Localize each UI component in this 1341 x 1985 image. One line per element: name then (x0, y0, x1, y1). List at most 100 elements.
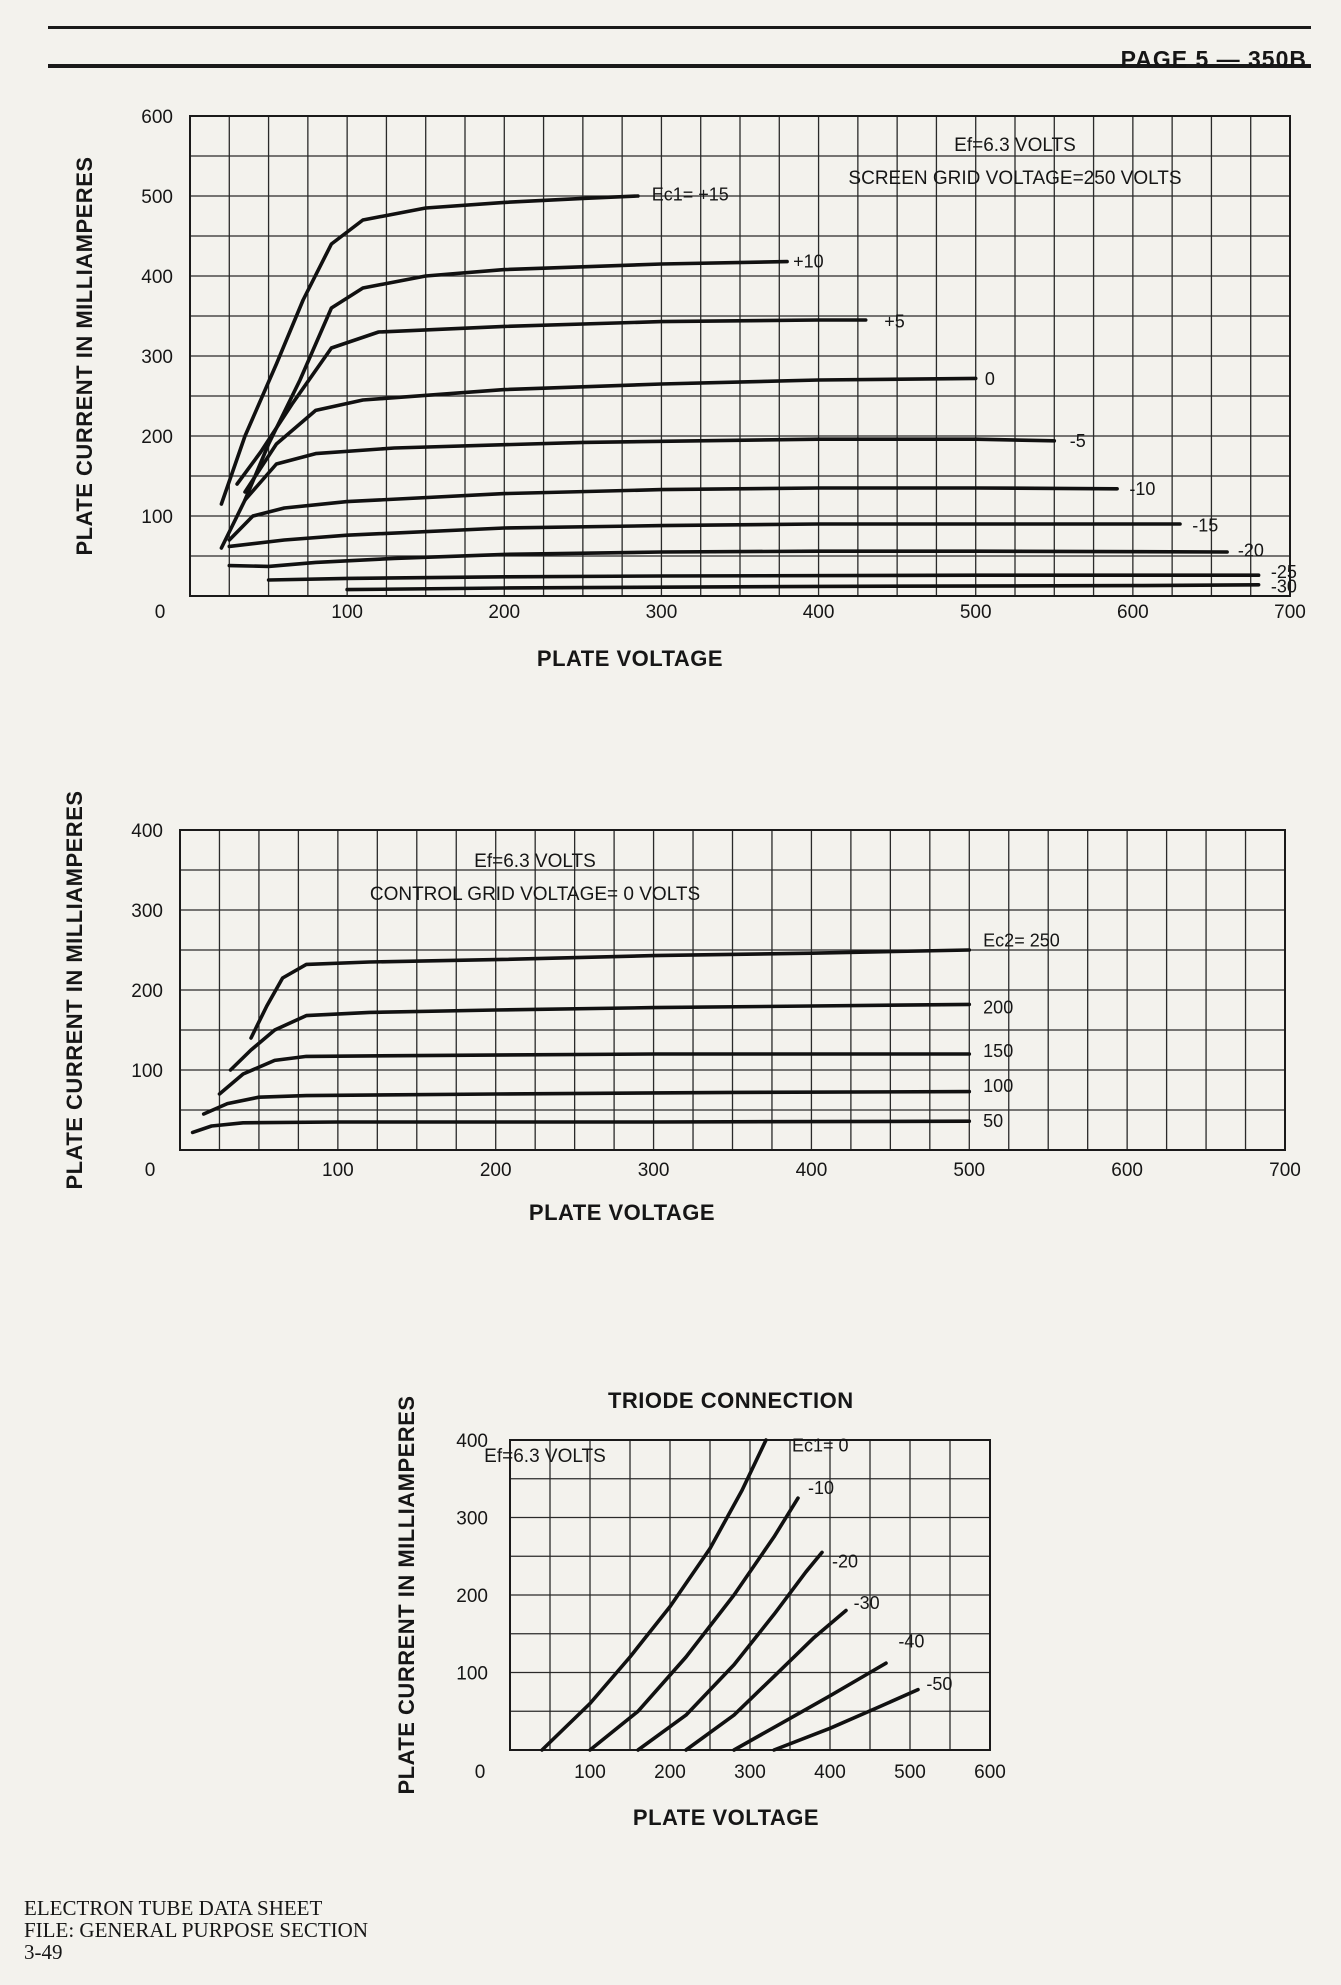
plot-frame (509, 1439, 991, 1751)
series-curve (732, 1661, 888, 1752)
chart-title: TRIODE CONNECTION (608, 1388, 854, 1413)
condition-note: Ef=6.3 VOLTS (474, 851, 596, 872)
series-label: -30 (854, 1593, 880, 1613)
y-tick-label: 600 (141, 107, 173, 128)
condition-note: Ef=6.3 VOLTS (954, 135, 1076, 156)
x-tick-label: 500 (960, 602, 992, 623)
series-curve (249, 948, 972, 1040)
series-curve (235, 318, 868, 486)
grid (179, 829, 1286, 1151)
series-label: Ec2= 250 (983, 930, 1060, 950)
series-curve (588, 1496, 800, 1752)
series-curve (345, 583, 1261, 592)
condition-note: SCREEN GRID VOLTAGE=250 VOLTS (848, 168, 1181, 189)
grid (509, 1439, 991, 1751)
series-curve (243, 437, 1057, 502)
x-tick-label: 700 (1274, 602, 1306, 623)
x-tick-label: 0 (475, 1762, 486, 1783)
series-label: -30 (1271, 576, 1297, 596)
x-tick-label: 100 (574, 1762, 606, 1783)
series-label: -20 (1238, 540, 1264, 560)
series-curve (227, 522, 1182, 549)
y-axis-label: PLATE CURRENT IN MILLIAMPERES (72, 156, 97, 555)
series-curve (190, 1119, 972, 1135)
x-axis-label: PLATE VOLTAGE (633, 1805, 819, 1830)
x-tick-label: 400 (803, 602, 835, 623)
series-label: -10 (1129, 479, 1155, 499)
x-tick-label: 200 (654, 1762, 686, 1783)
y-tick-label: 400 (131, 821, 163, 842)
x-tick-label: 300 (734, 1762, 766, 1783)
page-number: PAGE 5 — 350B (1120, 46, 1307, 72)
series-curve (227, 486, 1119, 542)
series-curve (228, 1002, 972, 1072)
series-curve (217, 1052, 972, 1096)
series-label: -40 (898, 1632, 924, 1652)
plot-frame (189, 115, 1291, 597)
series-label: +5 (884, 312, 905, 332)
series-label: -5 (1070, 431, 1086, 451)
x-tick-label: 300 (646, 602, 678, 623)
x-tick-label: 100 (322, 1160, 354, 1181)
x-tick-label: 200 (480, 1160, 512, 1181)
footer-title: ELECTRON TUBE DATA SHEET (24, 1896, 323, 1920)
series-curve (201, 1089, 972, 1116)
x-tick-label: 400 (814, 1762, 846, 1783)
series-label: -10 (808, 1478, 834, 1498)
condition-note: CONTROL GRID VOLTAGE= 0 VOLTS (370, 884, 700, 905)
series-curve (227, 549, 1229, 569)
series-label: 150 (983, 1041, 1013, 1061)
top-rule (48, 26, 1311, 29)
x-axis-label: PLATE VOLTAGE (537, 646, 723, 671)
series-label: -25 (1271, 562, 1297, 582)
y-tick-label: 400 (456, 1431, 488, 1452)
y-tick-label: 300 (141, 347, 173, 368)
footer: ELECTRON TUBE DATA SHEET FILE: GENERAL P… (24, 1897, 368, 1963)
series-curve (772, 1687, 920, 1752)
y-axis-label: PLATE CURRENT IN MILLIAMPERES (394, 1395, 419, 1794)
y-tick-label: 100 (141, 507, 173, 528)
series-label: Ec1= +15 (652, 184, 729, 204)
series-label: 200 (983, 998, 1013, 1018)
series-label: 50 (983, 1111, 1003, 1131)
x-tick-label: 300 (638, 1160, 670, 1181)
y-tick-label: 300 (131, 901, 163, 922)
y-tick-label: 200 (131, 981, 163, 1002)
x-tick-label: 0 (145, 1160, 156, 1181)
y-axis-label: PLATE CURRENT IN MILLIAMPERES (62, 790, 87, 1189)
y-tick-label: 100 (131, 1061, 163, 1082)
series-label: +10 (793, 252, 824, 272)
x-tick-label: 600 (1111, 1160, 1143, 1181)
x-tick-label: 500 (894, 1762, 926, 1783)
screen-grid-plate-characteristics-chart: 0 100 200 300 400 500 600 700 100 200 300 400 PLATE … (62, 790, 1301, 1225)
series-curve (266, 573, 1261, 582)
plot-frame (179, 829, 1286, 1151)
series-label: -15 (1192, 516, 1218, 536)
series-label: 100 (983, 1076, 1013, 1096)
footer-file: FILE: GENERAL PURPOSE SECTION (24, 1918, 368, 1942)
series-curve (243, 376, 978, 494)
y-tick-label: 400 (141, 267, 173, 288)
x-tick-label: 100 (331, 602, 363, 623)
series-curve (636, 1550, 824, 1752)
x-tick-label: 400 (796, 1160, 828, 1181)
x-tick-label: 0 (155, 602, 166, 623)
y-tick-label: 100 (456, 1664, 488, 1685)
grid (189, 115, 1291, 597)
x-tick-label: 700 (1269, 1160, 1301, 1181)
x-tick-label: 600 (1117, 602, 1149, 623)
series-curve (540, 1438, 768, 1752)
series-label: 0 (985, 369, 995, 389)
header-rule (48, 64, 1311, 68)
y-tick-label: 200 (141, 427, 173, 448)
y-tick-label: 200 (456, 1586, 488, 1607)
x-axis-label: PLATE VOLTAGE (529, 1200, 715, 1225)
series-curve (219, 194, 640, 506)
x-tick-label: 600 (974, 1762, 1006, 1783)
x-tick-label: 500 (953, 1160, 985, 1181)
y-tick-label: 300 (456, 1509, 488, 1530)
condition-note: Ef=6.3 VOLTS (484, 1446, 606, 1467)
triode-connection-chart: 0 100 200 300 400 500 600 100 200 300 400 PLATE VOL… (394, 1388, 1006, 1830)
footer-date: 3-49 (24, 1940, 63, 1964)
series-curve (684, 1608, 848, 1752)
